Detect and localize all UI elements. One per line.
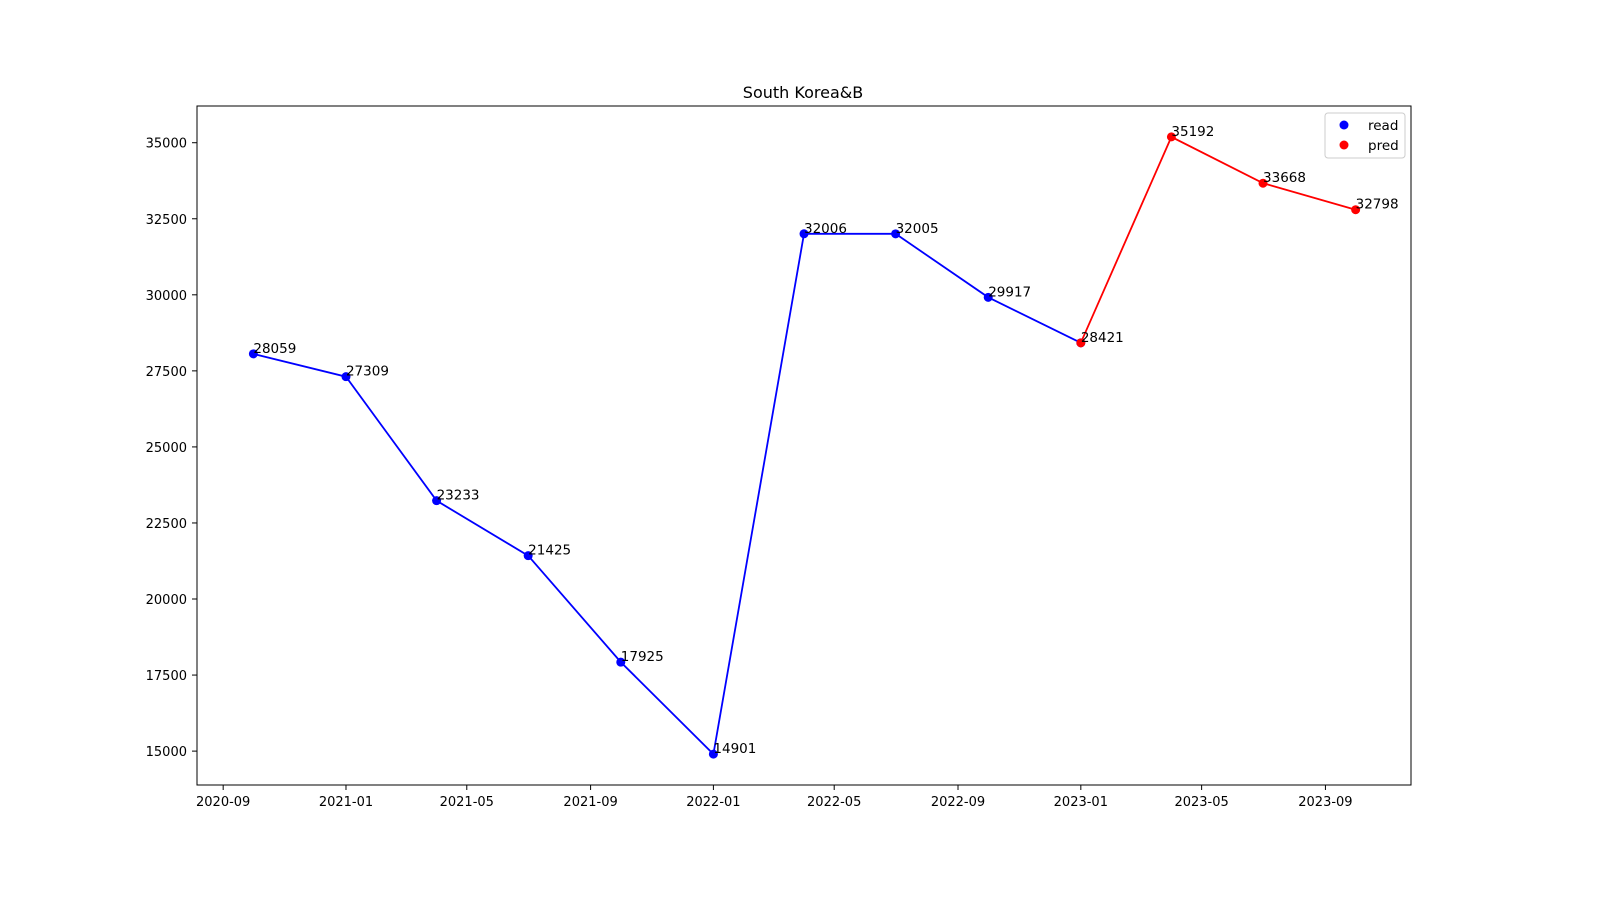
data-point-read bbox=[708, 749, 718, 759]
data-point-pred bbox=[1351, 205, 1361, 215]
data-point-read bbox=[799, 229, 809, 239]
x-tick-label: 2023-09 bbox=[1298, 795, 1352, 810]
data-point-pred bbox=[1076, 338, 1086, 348]
data-point-read bbox=[523, 551, 533, 561]
legend-marker-read bbox=[1339, 120, 1349, 130]
legend: read pred bbox=[1324, 112, 1406, 159]
x-tick-label: 2023-05 bbox=[1174, 795, 1228, 810]
data-label: 29917 bbox=[988, 284, 1031, 300]
x-tick-label: 2023-01 bbox=[1054, 795, 1108, 810]
y-tick-label: 22500 bbox=[146, 517, 187, 532]
data-point-read bbox=[341, 372, 351, 382]
data-point-read bbox=[248, 349, 258, 359]
data-label: 27309 bbox=[346, 364, 389, 380]
data-label: 32798 bbox=[1356, 197, 1399, 213]
series-points bbox=[248, 132, 1361, 759]
y-tick-label: 35000 bbox=[146, 137, 187, 152]
x-tick-label: 2021-01 bbox=[319, 795, 373, 810]
data-label: 33668 bbox=[1263, 170, 1306, 186]
legend-marker-pred bbox=[1339, 140, 1349, 150]
plot-area bbox=[197, 106, 1411, 785]
data-labels: 28059 27309 23233 21425 17925 14901 32006 32005… bbox=[253, 124, 1398, 757]
legend-label: pred bbox=[1368, 138, 1399, 154]
series-line-read bbox=[253, 232, 1082, 756]
data-label: 14901 bbox=[713, 741, 756, 757]
data-label: 17925 bbox=[621, 649, 664, 665]
data-label: 32006 bbox=[804, 221, 847, 237]
data-point-pred bbox=[1258, 178, 1268, 188]
data-label: 28421 bbox=[1081, 330, 1124, 346]
data-point-read bbox=[432, 496, 442, 506]
data-label: 28059 bbox=[253, 341, 296, 357]
legend-label: read bbox=[1368, 118, 1398, 134]
x-tick-label: 2022-01 bbox=[686, 795, 740, 810]
series-lines bbox=[253, 135, 1356, 756]
chart-title: South Korea&B bbox=[743, 83, 863, 102]
x-tick-label: 2021-05 bbox=[440, 795, 494, 810]
x-tick-label: 2020-09 bbox=[196, 795, 250, 810]
x-axis: 2020-09 2021-01 2021-05 2021-09 2022-01 2022-… bbox=[196, 785, 1353, 810]
data-point-read bbox=[983, 292, 993, 302]
y-tick-label: 25000 bbox=[146, 441, 187, 456]
plot-frame bbox=[196, 105, 1412, 786]
y-tick-label: 32500 bbox=[146, 213, 187, 228]
data-point-pred bbox=[1166, 132, 1176, 142]
y-tick-label: 27500 bbox=[146, 365, 187, 380]
series-line-pred bbox=[1079, 135, 1356, 344]
y-axis: 15000 17500 20000 22500 25000 27500 30000 32500… bbox=[146, 137, 197, 760]
data-label: 32005 bbox=[896, 221, 939, 237]
y-tick-label: 15000 bbox=[146, 745, 187, 760]
y-tick-label: 20000 bbox=[146, 593, 187, 608]
x-tick-label: 2022-05 bbox=[807, 795, 861, 810]
y-tick-label: 17500 bbox=[146, 669, 187, 684]
data-label: 21425 bbox=[528, 543, 571, 559]
data-label: 35192 bbox=[1171, 124, 1214, 140]
data-point-read bbox=[616, 657, 626, 667]
data-point-read bbox=[891, 229, 901, 239]
x-tick-label: 2022-09 bbox=[931, 795, 985, 810]
x-tick-label: 2021-09 bbox=[563, 795, 617, 810]
y-tick-label: 30000 bbox=[146, 289, 187, 304]
data-label: 23233 bbox=[437, 488, 480, 504]
